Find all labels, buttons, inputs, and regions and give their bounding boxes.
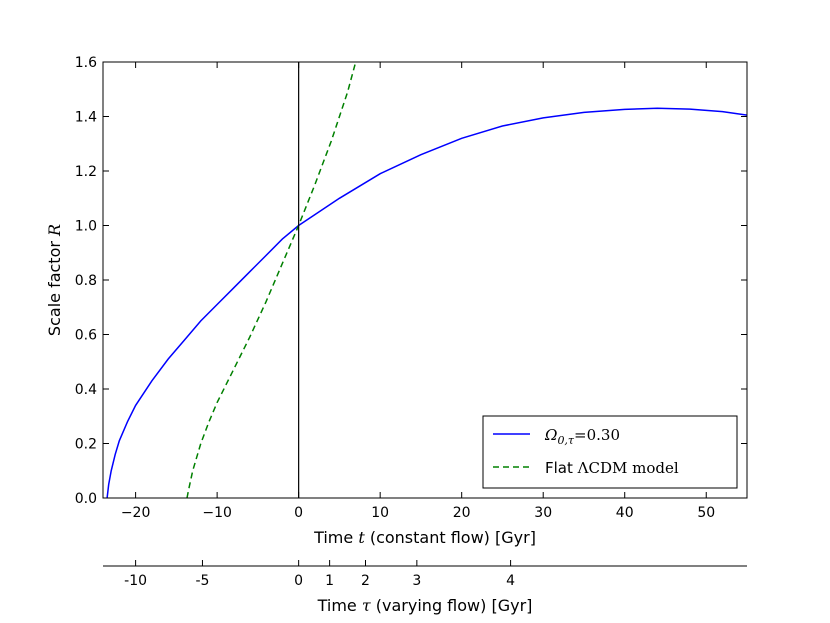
- x-tick-label: 40: [616, 505, 634, 521]
- secondary-tick-label: 1: [325, 573, 334, 589]
- secondary-tick-label: 3: [412, 573, 421, 589]
- legend-box: [482, 415, 738, 489]
- series-line-1: [186, 61, 357, 499]
- y-ticks: 0.0 0.2 0.4 0.6 0.8 1.0 1.2 1.4 1.6: [75, 55, 747, 507]
- x-tick-label: −10: [202, 505, 232, 521]
- y-tick-label: 0.4: [75, 382, 97, 398]
- y-tick-label: 1.6: [75, 55, 97, 71]
- series-layer: [106, 61, 748, 499]
- series-line-0: [106, 107, 748, 499]
- secondary-tick-label: 0: [294, 573, 303, 589]
- x-tick-label: 20: [453, 505, 471, 521]
- y-tick-label: 0.0: [75, 491, 97, 507]
- x-tick-label: 0: [294, 505, 303, 521]
- y-tick-label: 0.8: [75, 273, 97, 289]
- y-tick-label: 0.2: [75, 437, 97, 453]
- y-tick-label: 1.4: [75, 110, 97, 126]
- x-tick-label: 30: [534, 505, 552, 521]
- secondary-tick-label: 4: [506, 573, 515, 589]
- y-tick-label: 1.2: [75, 164, 97, 180]
- secondary-axis-ticks: -10 -5 0 1 2 3 4: [124, 560, 515, 589]
- x-axis-label: Time t (constant flow) [Gyr]: [313, 528, 536, 547]
- legend: Ω0,τ=0.30 Flat ΛCDM model: [482, 415, 738, 489]
- x-tick-label: 10: [371, 505, 389, 521]
- secondary-tick-label: 2: [361, 573, 370, 589]
- x-tick-label: −20: [121, 505, 151, 521]
- secondary-tick-label: -5: [195, 573, 209, 589]
- legend-label-omega: Ω0,τ=0.30: [544, 426, 620, 447]
- secondary-tick-label: -10: [124, 573, 147, 589]
- x-tick-label: 50: [697, 505, 715, 521]
- y-axis-label: Scale factor R: [45, 224, 64, 336]
- legend-label-lcdm: Flat ΛCDM model: [545, 459, 679, 477]
- y-tick-label: 0.6: [75, 328, 97, 344]
- x-ticks: −20 −10 0 10 20 30 40 50: [121, 62, 715, 521]
- y-tick-label: 1.0: [75, 219, 97, 235]
- secondary-axis-label: Time τ (varying flow) [Gyr]: [317, 596, 533, 615]
